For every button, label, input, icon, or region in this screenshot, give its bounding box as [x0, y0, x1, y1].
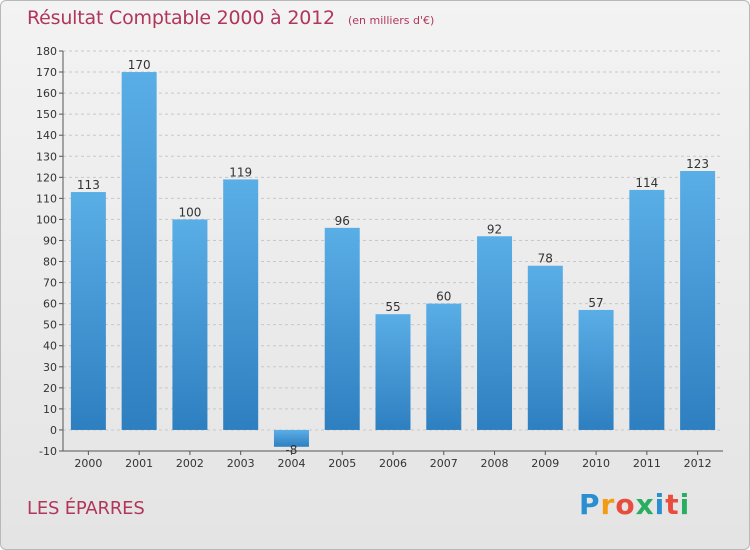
- data-label: 123: [686, 157, 709, 171]
- commune-name: LES ÉPARRES: [27, 498, 145, 519]
- y-tick-label: 170: [36, 66, 57, 79]
- data-label: 170: [128, 58, 151, 72]
- y-tick-label: 180: [36, 45, 57, 58]
- logo-letter: r: [600, 488, 616, 521]
- y-tick-label: 90: [43, 234, 57, 247]
- bar: [273, 429, 309, 447]
- data-label: 60: [436, 290, 451, 304]
- data-label: -8: [285, 443, 297, 457]
- title-row: Résultat Comptable 2000 à 2012 (en milli…: [27, 7, 434, 29]
- x-tick-label: 2010: [582, 457, 610, 470]
- y-tick-label: 100: [36, 213, 57, 226]
- bar: [629, 189, 665, 430]
- logo-letter: P: [579, 488, 601, 521]
- data-label: 55: [385, 300, 400, 314]
- y-tick-label: 110: [36, 192, 57, 205]
- data-label: 96: [335, 214, 350, 228]
- data-label: 114: [635, 176, 658, 190]
- y-tick-label: 140: [36, 129, 57, 142]
- y-tick-label: 60: [43, 298, 57, 311]
- bar: [527, 265, 563, 430]
- y-tick-label: 0: [50, 424, 57, 437]
- x-tick-label: 2006: [379, 457, 407, 470]
- y-axis: -10 0 10 20 30 40 50 60 70 80 90 100 110 120 130 140 150…: [36, 45, 64, 458]
- data-label: 119: [229, 165, 252, 179]
- bar: [477, 236, 513, 430]
- bar: [578, 309, 614, 430]
- bar: [375, 314, 411, 430]
- bar: [223, 179, 259, 430]
- logo-letter: i: [679, 488, 691, 521]
- x-tick-label: 2004: [277, 457, 305, 470]
- y-tick-label: 80: [43, 256, 57, 269]
- x-tick-label: 2001: [125, 457, 153, 470]
- bar: [680, 171, 716, 430]
- x-tick-label: 2002: [176, 457, 204, 470]
- bar: [70, 192, 106, 430]
- x-tick-label: 2009: [531, 457, 559, 470]
- data-label: 78: [538, 252, 553, 266]
- y-tick-label: 50: [43, 319, 57, 332]
- y-tick-label: 150: [36, 108, 57, 121]
- data-label: 57: [588, 296, 603, 310]
- x-tick-label: 2003: [227, 457, 255, 470]
- bar: [172, 219, 208, 430]
- x-tick-label: 2005: [328, 457, 356, 470]
- proxiti-logo: Proxiti: [579, 488, 690, 521]
- x-axis: 2000 2001 2002 2003 2004 2005 2006 2007 2008 2009…: [63, 450, 723, 470]
- bar: [121, 72, 157, 430]
- y-tick-label: 120: [36, 171, 57, 184]
- chart-title: Résultat Comptable 2000 à 2012: [27, 7, 335, 29]
- data-label: 100: [178, 205, 201, 219]
- bar: [426, 303, 462, 430]
- x-tick-label: 2012: [684, 457, 712, 470]
- y-tick-label: 70: [43, 277, 57, 290]
- y-tick-label: 40: [43, 340, 57, 353]
- data-label: 113: [77, 178, 100, 192]
- x-tick-label: 2000: [74, 457, 102, 470]
- data-label: 92: [487, 222, 502, 236]
- y-tick-label: -10: [39, 445, 57, 458]
- bar: [324, 227, 360, 430]
- x-tick-label: 2011: [633, 457, 661, 470]
- y-tick-label: 130: [36, 150, 57, 163]
- x-tick-label: 2008: [481, 457, 509, 470]
- logo-letter: x: [635, 488, 655, 521]
- logo-letter: t: [665, 488, 680, 521]
- y-tick-label: 160: [36, 87, 57, 100]
- y-tick-label: 30: [43, 361, 57, 374]
- logo-letter: o: [615, 488, 636, 521]
- chart-subtitle: (en milliers d'€): [347, 14, 435, 27]
- y-tick-label: 10: [43, 403, 57, 416]
- x-tick-label: 2007: [430, 457, 458, 470]
- y-tick-label: 20: [43, 382, 57, 395]
- bars: [70, 72, 716, 447]
- logo-letter: i: [654, 488, 666, 521]
- data-labels: 113 170 100 119 -8 96 55 60 92 78 57 114 123: [77, 58, 709, 457]
